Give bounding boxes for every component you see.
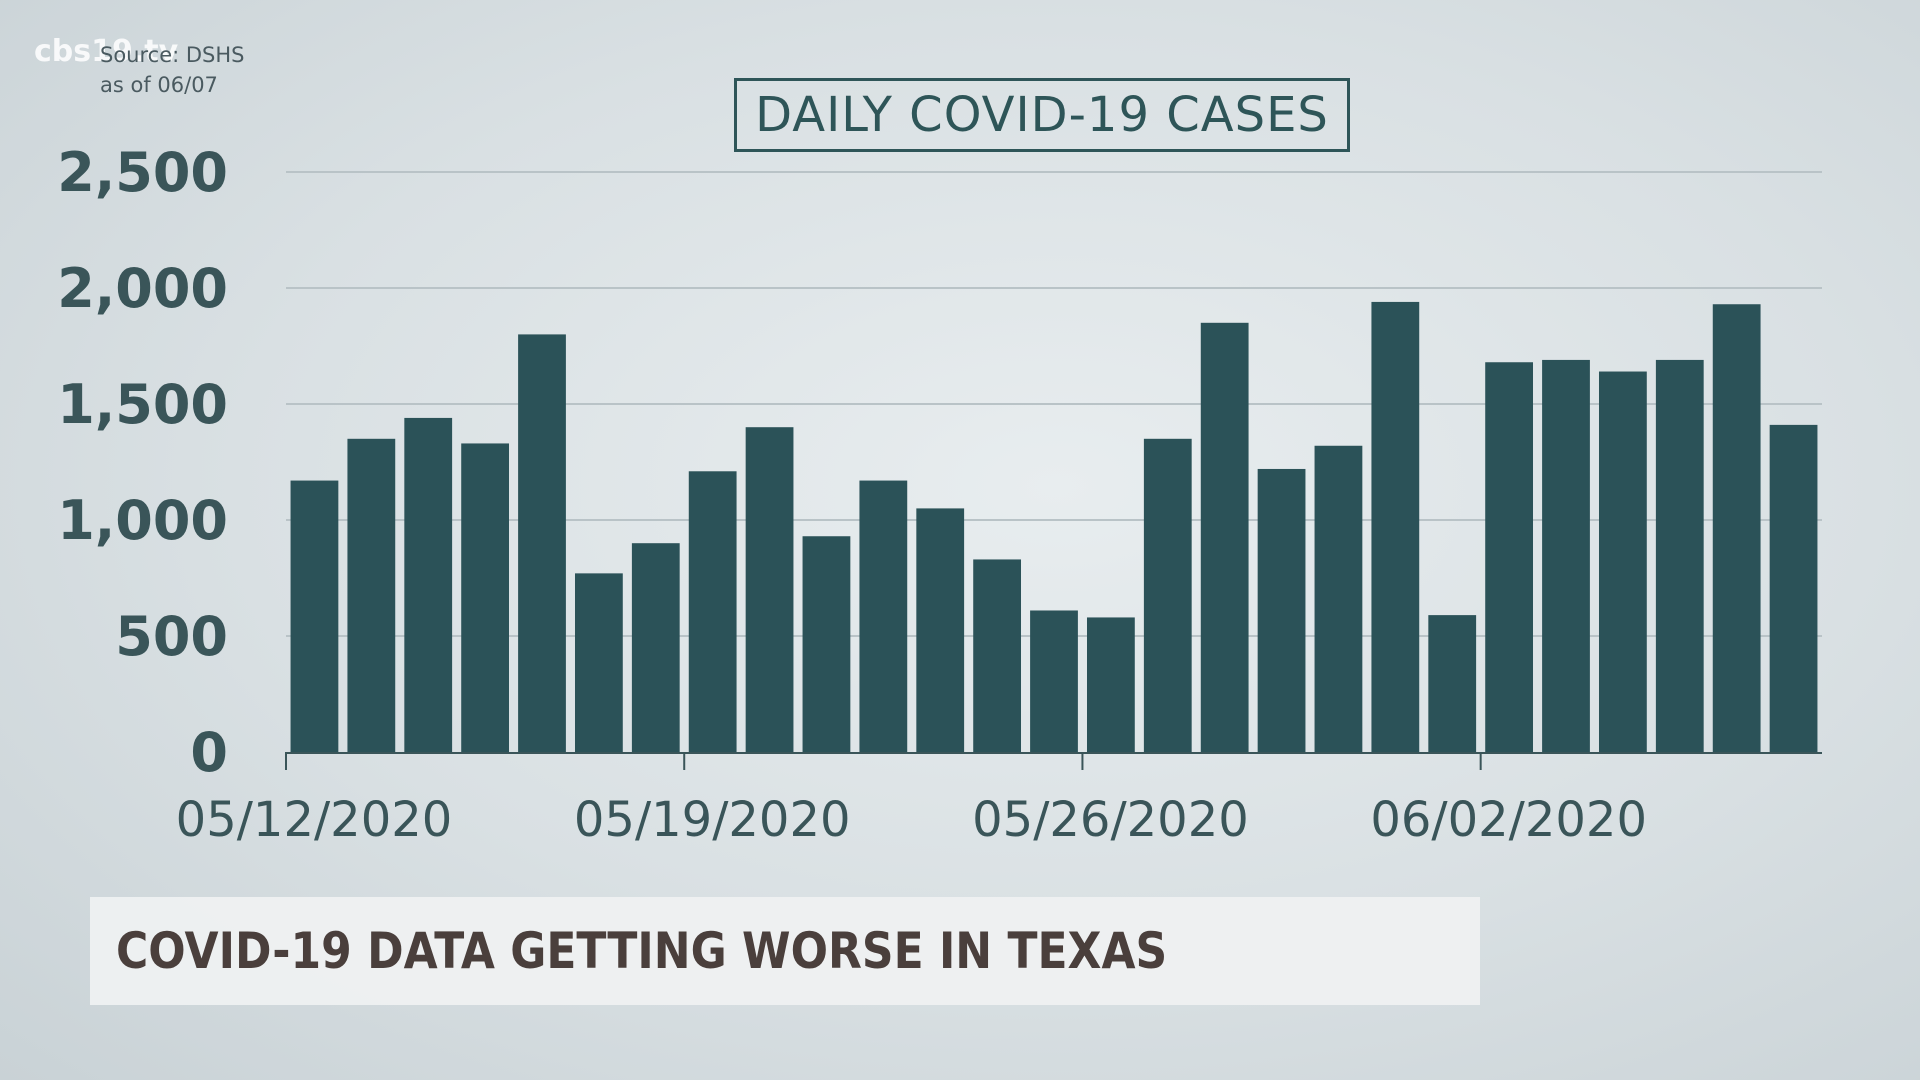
- bar: [745, 427, 794, 752]
- x-tick-label: 05/19/2020: [574, 792, 851, 848]
- headline-text: COVID-19 DATA GETTING WORSE IN TEXAS: [116, 922, 1168, 980]
- y-tick-label: 1,500: [57, 373, 228, 436]
- bar: [1086, 617, 1135, 752]
- grid-lines: [286, 171, 1822, 637]
- x-tick-label: 05/12/2020: [176, 792, 453, 848]
- bar: [1200, 322, 1249, 752]
- bar: [1257, 468, 1306, 752]
- x-tick-label: 06/02/2020: [1370, 792, 1647, 848]
- x-tick-label: 05/26/2020: [972, 792, 1249, 848]
- bar: [916, 508, 965, 752]
- bar: [973, 559, 1022, 752]
- bar: [1712, 304, 1761, 752]
- bar: [404, 417, 453, 752]
- chart-title: DAILY COVID-19 CASES: [734, 78, 1350, 152]
- x-axis-ticks: 05/12/2020 05/19/2020 05/26/2020 06/02/2020: [176, 752, 1647, 848]
- bar: [1143, 438, 1192, 752]
- bar: [1485, 362, 1534, 752]
- y-tick-label: 500: [115, 605, 228, 668]
- bar: [1769, 424, 1818, 752]
- as-of-date: as of 06/07: [100, 73, 218, 97]
- bar: [574, 573, 623, 752]
- lower-third-banner: COVID-19 DATA GETTING WORSE IN TEXAS: [90, 897, 1480, 1005]
- bar: [631, 543, 680, 752]
- bar: [1428, 615, 1477, 752]
- bar: [290, 480, 339, 752]
- bar: [802, 536, 851, 752]
- bar: [518, 334, 566, 752]
- bar: [1655, 359, 1704, 752]
- bar: [347, 438, 396, 752]
- y-axis-ticks: 0 500 1,000 1,500 2,000 2,500: [57, 141, 228, 784]
- bar: [461, 443, 510, 752]
- bar: [1030, 610, 1078, 752]
- source-line: Source: DSHS: [100, 43, 245, 67]
- bar: [1598, 371, 1647, 752]
- bar: [1542, 359, 1590, 752]
- bar: [688, 471, 737, 752]
- cbs19-watermark: cbs19.tv: [34, 34, 179, 69]
- y-tick-label: 2,500: [57, 141, 228, 204]
- y-tick-label: 1,000: [57, 489, 228, 552]
- bar: [1314, 445, 1363, 752]
- bar: [1371, 301, 1420, 752]
- y-tick-label: 0: [190, 721, 228, 784]
- y-tick-label: 2,000: [57, 257, 228, 320]
- source-note: Source: DSHS as of 06/07: [100, 40, 245, 100]
- bar: [859, 480, 908, 752]
- bars: [290, 301, 1818, 752]
